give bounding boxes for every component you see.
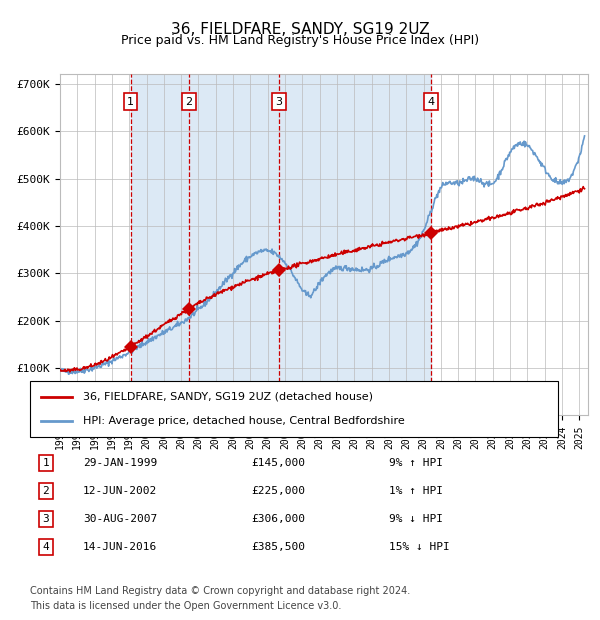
Text: 3: 3: [275, 97, 283, 107]
Text: 30-AUG-2007: 30-AUG-2007: [83, 514, 157, 524]
Text: Price paid vs. HM Land Registry's House Price Index (HPI): Price paid vs. HM Land Registry's House …: [121, 34, 479, 47]
Bar: [131, 74, 431, 415]
Text: 2: 2: [185, 97, 193, 107]
Text: 1: 1: [43, 458, 49, 468]
Text: 29-JAN-1999: 29-JAN-1999: [83, 458, 157, 468]
Text: 9% ↑ HPI: 9% ↑ HPI: [389, 458, 443, 468]
Text: 1% ↑ HPI: 1% ↑ HPI: [389, 486, 443, 496]
Text: Contains HM Land Registry data © Crown copyright and database right 2024.: Contains HM Land Registry data © Crown c…: [30, 586, 410, 596]
Text: 3: 3: [43, 514, 49, 524]
Text: 36, FIELDFARE, SANDY, SG19 2UZ (detached house): 36, FIELDFARE, SANDY, SG19 2UZ (detached…: [83, 392, 373, 402]
Text: 2: 2: [43, 486, 49, 496]
Text: 14-JUN-2016: 14-JUN-2016: [83, 542, 157, 552]
Text: £385,500: £385,500: [252, 542, 306, 552]
Text: £145,000: £145,000: [252, 458, 306, 468]
Text: £225,000: £225,000: [252, 486, 306, 496]
Text: 15% ↓ HPI: 15% ↓ HPI: [389, 542, 450, 552]
Text: 4: 4: [43, 542, 49, 552]
Text: 4: 4: [428, 97, 435, 107]
FancyBboxPatch shape: [30, 381, 558, 437]
Text: HPI: Average price, detached house, Central Bedfordshire: HPI: Average price, detached house, Cent…: [83, 417, 404, 427]
Text: 9% ↓ HPI: 9% ↓ HPI: [389, 514, 443, 524]
Text: 12-JUN-2002: 12-JUN-2002: [83, 486, 157, 496]
Text: 1: 1: [127, 97, 134, 107]
Text: 36, FIELDFARE, SANDY, SG19 2UZ: 36, FIELDFARE, SANDY, SG19 2UZ: [170, 22, 430, 37]
Text: £306,000: £306,000: [252, 514, 306, 524]
Text: This data is licensed under the Open Government Licence v3.0.: This data is licensed under the Open Gov…: [30, 601, 341, 611]
